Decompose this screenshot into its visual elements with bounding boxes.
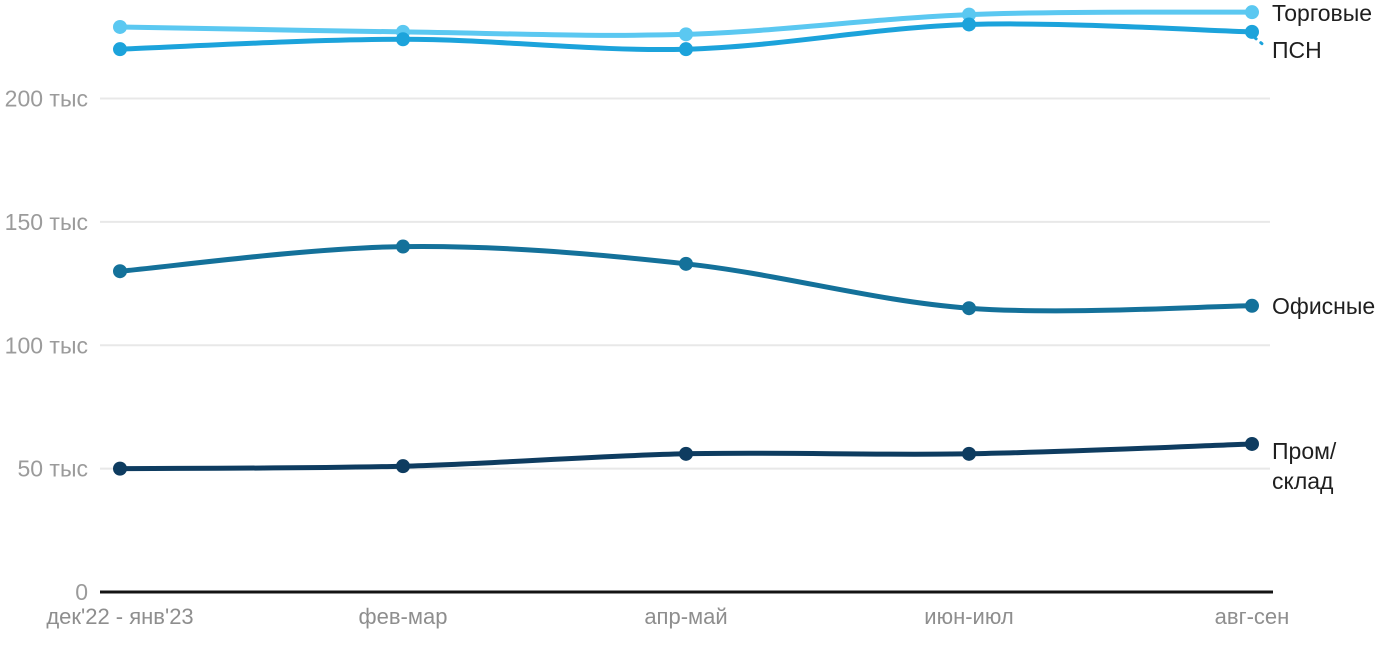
legend-label-prom-sklad-line1: Пром/ — [1272, 438, 1337, 464]
x-axis-tick-label-0: дек'22 - янв'23 — [46, 604, 193, 629]
data-point-prom-sklad-1 — [396, 459, 410, 474]
y-axis-tick-label-0: 0 — [75, 579, 88, 605]
psn-leader-line — [1253, 36, 1268, 49]
y-axis-tick-label-150: 150 тыс — [5, 209, 88, 235]
data-point-prom-sklad-3 — [962, 446, 976, 461]
data-point-torgovye-3 — [962, 7, 976, 22]
x-axis-tick-label-4: авг-сен — [1215, 604, 1290, 629]
data-point-ofisnye-2 — [679, 256, 693, 271]
x-axis-tick-label-1: фев-мар — [359, 604, 448, 629]
data-point-torgovye-4 — [1245, 5, 1259, 20]
data-point-torgovye-0 — [113, 19, 127, 34]
data-point-prom-sklad-0 — [113, 461, 127, 476]
data-point-ofisnye-0 — [113, 264, 127, 279]
data-point-torgovye-2 — [679, 27, 693, 42]
x-axis-tick-label-2: апр-май — [644, 604, 727, 629]
data-point-psn-2 — [679, 42, 693, 57]
data-point-psn-3 — [962, 17, 976, 32]
data-point-ofisnye-4 — [1245, 298, 1259, 313]
y-axis-tick-label-100: 100 тыс — [5, 332, 88, 358]
data-point-prom-sklad-4 — [1245, 436, 1259, 451]
data-point-ofisnye-1 — [396, 239, 410, 254]
legend-label-torgovye: Торговые — [1272, 0, 1372, 26]
y-axis-tick-label-200: 200 тыс — [5, 86, 88, 112]
data-point-prom-sklad-2 — [679, 446, 693, 461]
y-axis-tick-label-50: 50 тыс — [17, 456, 88, 482]
legend-label-psn: ПСН — [1272, 37, 1322, 63]
data-point-psn-1 — [396, 32, 410, 47]
data-point-ofisnye-3 — [962, 301, 976, 316]
legend-label-prom-sklad-line2: склад — [1272, 468, 1334, 494]
x-axis-tick-label-3: июн-июл — [924, 604, 1013, 629]
legend-label-ofisnye: Офисные — [1272, 293, 1375, 319]
data-point-psn-4 — [1245, 24, 1259, 39]
data-point-psn-0 — [113, 42, 127, 57]
series-line-ofisnye — [117, 243, 1255, 314]
